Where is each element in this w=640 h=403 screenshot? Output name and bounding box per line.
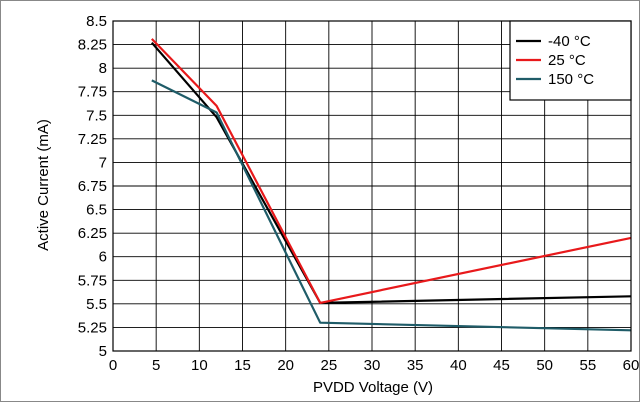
y-tick-label: 6.75 [78, 178, 107, 195]
y-tick-label: 8 [99, 60, 107, 77]
x-tick-label: 60 [623, 357, 640, 374]
y-tick-label: 5 [99, 343, 107, 360]
y-tick-label: 7 [99, 154, 107, 171]
y-tick-label: 5.5 [86, 296, 107, 313]
y-tick-label: 8.25 [78, 37, 107, 54]
x-tick-label: 15 [234, 357, 251, 374]
y-tick-label: 6.5 [86, 202, 107, 219]
plot-border [112, 20, 632, 352]
y-tick-label: 6 [99, 249, 107, 266]
y-axis-label: Active Current (mA) [35, 119, 52, 251]
x-tick-label: 10 [191, 357, 208, 374]
y-tick-label: 6.25 [78, 225, 107, 242]
y-tick-label: 8.5 [86, 13, 107, 30]
x-tick-label: 5 [152, 357, 160, 374]
x-tick-label: 40 [450, 357, 467, 374]
x-tick-label: 25 [320, 357, 337, 374]
x-tick-label: 0 [109, 357, 117, 374]
y-tick-label: 7.25 [78, 131, 107, 148]
x-tick-label: 50 [536, 357, 553, 374]
y-tick-label: 7.75 [78, 84, 107, 101]
y-tick-labels: 8.5 8.25 8 7.75 7.5 7.25 7 6.75 6.5 6.25 6 5.75 5.5 5… [78, 13, 107, 360]
x-tick-label: 20 [277, 357, 294, 374]
legend-label-1: 25 °C [548, 52, 586, 69]
x-tick-label: 30 [364, 357, 381, 374]
series-lines [150, 38, 632, 332]
y-tick-label: 5.25 [78, 319, 107, 336]
series-line-2 [151, 79, 632, 332]
x-axis-label: PVDD Voltage (V) [313, 379, 433, 396]
y-tick-label: 7.5 [86, 107, 107, 124]
legend: -40 °C 25 °C 150 °C [509, 20, 632, 101]
y-tick-label: 5.75 [78, 272, 107, 289]
x-tick-label: 45 [493, 357, 510, 374]
legend-label-0: -40 °C [548, 33, 591, 50]
legend-label-2: 150 °C [548, 71, 594, 88]
x-tick-labels: 0 5 10 15 20 25 30 35 40 45 50 55 60 [109, 357, 640, 374]
series-line-0 [150, 41, 632, 304]
x-tick-label: 55 [579, 357, 596, 374]
x-tick-label: 35 [407, 357, 424, 374]
series-line-1 [151, 38, 632, 304]
